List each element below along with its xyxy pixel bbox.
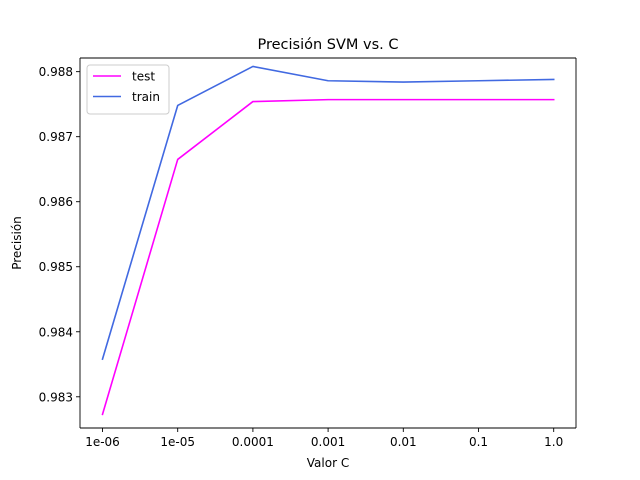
legend-label-train: train	[132, 90, 160, 104]
y-axis: 0.983 0.984 0.985 0.986 0.987 0.988	[39, 65, 80, 404]
x-tick-label: 0.0001	[232, 435, 274, 449]
x-tick-label: 1e-06	[85, 435, 120, 449]
y-tick-label: 0.988	[39, 65, 73, 79]
x-tick-label: 0.1	[469, 435, 488, 449]
y-tick-label: 0.986	[39, 195, 73, 209]
series-layer	[101, 65, 555, 416]
series-line-train	[101, 65, 555, 361]
y-tick-label: 0.987	[39, 130, 73, 144]
y-tick-label: 0.983	[39, 390, 73, 404]
y-tick-label: 0.985	[39, 260, 73, 274]
x-axis: 1e-06 1e-05 0.0001 0.001 0.01 0.1 1.0	[85, 428, 563, 449]
x-tick-label: 0.001	[311, 435, 345, 449]
legend-label-test: test	[132, 70, 155, 84]
y-axis-label: Precisión	[10, 216, 24, 270]
legend: test train	[86, 64, 170, 115]
x-tick-label: 0.01	[390, 435, 417, 449]
chart-title: Precisión SVM vs. C	[257, 37, 398, 53]
x-axis-label: Valor C	[307, 456, 349, 470]
x-tick-label: 1.0	[544, 435, 563, 449]
series-line-test	[101, 98, 555, 416]
x-tick-label: 1e-05	[160, 435, 195, 449]
plot-area	[80, 58, 576, 428]
y-tick-label: 0.984	[39, 325, 73, 339]
legend-box	[86, 64, 170, 115]
